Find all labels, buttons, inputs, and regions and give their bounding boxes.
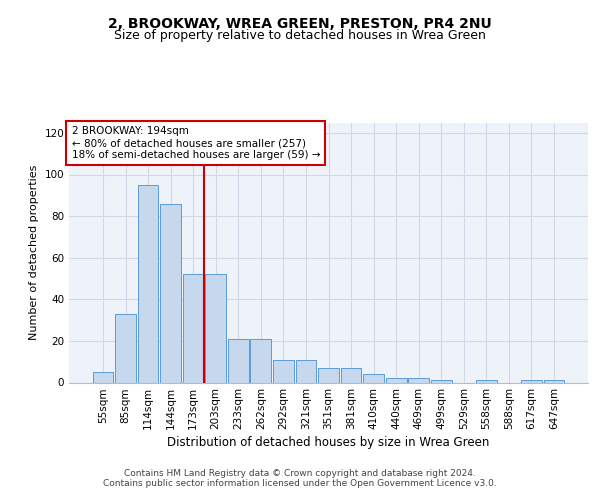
- Bar: [115, 314, 136, 382]
- Bar: [521, 380, 542, 382]
- Bar: [544, 380, 565, 382]
- Text: 2 BROOKWAY: 194sqm
← 80% of detached houses are smaller (257)
18% of semi-detach: 2 BROOKWAY: 194sqm ← 80% of detached hou…: [71, 126, 320, 160]
- Bar: [205, 274, 226, 382]
- Bar: [250, 339, 271, 382]
- Bar: [431, 380, 452, 382]
- Bar: [476, 380, 497, 382]
- Y-axis label: Number of detached properties: Number of detached properties: [29, 165, 39, 340]
- Bar: [273, 360, 294, 382]
- Bar: [228, 339, 248, 382]
- Bar: [341, 368, 361, 382]
- Bar: [92, 372, 113, 382]
- Bar: [318, 368, 339, 382]
- X-axis label: Distribution of detached houses by size in Wrea Green: Distribution of detached houses by size …: [167, 436, 490, 450]
- Bar: [409, 378, 429, 382]
- Text: Size of property relative to detached houses in Wrea Green: Size of property relative to detached ho…: [114, 29, 486, 42]
- Bar: [363, 374, 384, 382]
- Text: Contains HM Land Registry data © Crown copyright and database right 2024.: Contains HM Land Registry data © Crown c…: [124, 469, 476, 478]
- Bar: [386, 378, 407, 382]
- Bar: [296, 360, 316, 382]
- Bar: [160, 204, 181, 382]
- Bar: [137, 185, 158, 382]
- Text: 2, BROOKWAY, WREA GREEN, PRESTON, PR4 2NU: 2, BROOKWAY, WREA GREEN, PRESTON, PR4 2N…: [108, 18, 492, 32]
- Text: Contains public sector information licensed under the Open Government Licence v3: Contains public sector information licen…: [103, 479, 497, 488]
- Bar: [183, 274, 203, 382]
